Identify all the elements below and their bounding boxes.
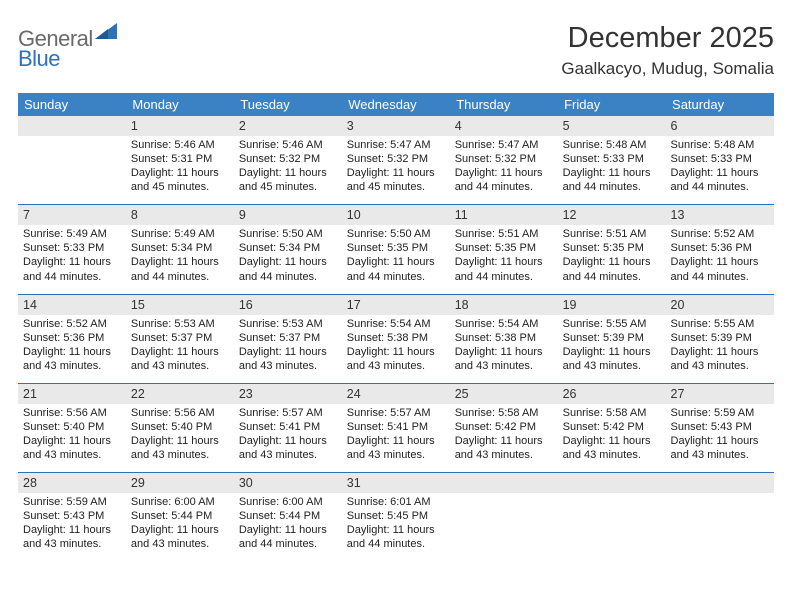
weekday-header: Monday xyxy=(126,93,234,116)
day-info-cell: Sunrise: 5:50 AMSunset: 5:35 PMDaylight:… xyxy=(342,225,450,294)
calendar-table: Sunday Monday Tuesday Wednesday Thursday… xyxy=(18,93,774,562)
weekday-header: Saturday xyxy=(666,93,774,116)
day-info-cell xyxy=(558,493,666,561)
day-number-cell: 10 xyxy=(342,205,450,225)
day-number-cell xyxy=(558,473,666,493)
day-number-cell: 21 xyxy=(18,384,126,404)
location: Gaalkacyo, Mudug, Somalia xyxy=(561,59,774,79)
header: General December 2025 Gaalkacyo, Mudug, … xyxy=(18,22,774,79)
day-info-cell: Sunrise: 5:59 AMSunset: 5:43 PMDaylight:… xyxy=(18,493,126,561)
day-number-cell: 30 xyxy=(234,473,342,493)
title-block: December 2025 Gaalkacyo, Mudug, Somalia xyxy=(561,22,774,79)
day-number-row: 78910111213 xyxy=(18,205,774,225)
day-info-row: Sunrise: 5:59 AMSunset: 5:43 PMDaylight:… xyxy=(18,493,774,561)
day-number-cell xyxy=(18,116,126,136)
day-number-cell: 19 xyxy=(558,295,666,315)
day-number-cell: 9 xyxy=(234,205,342,225)
day-info-cell: Sunrise: 5:47 AMSunset: 5:32 PMDaylight:… xyxy=(450,136,558,205)
day-number-cell: 14 xyxy=(18,295,126,315)
day-info-cell: Sunrise: 5:49 AMSunset: 5:33 PMDaylight:… xyxy=(18,225,126,294)
month-title: December 2025 xyxy=(561,22,774,55)
day-info-cell: Sunrise: 5:52 AMSunset: 5:36 PMDaylight:… xyxy=(18,315,126,384)
day-info-cell: Sunrise: 5:49 AMSunset: 5:34 PMDaylight:… xyxy=(126,225,234,294)
day-number-cell xyxy=(450,473,558,493)
day-number-cell: 4 xyxy=(450,116,558,136)
weekday-header: Thursday xyxy=(450,93,558,116)
day-info-cell: Sunrise: 5:52 AMSunset: 5:36 PMDaylight:… xyxy=(666,225,774,294)
day-number-cell: 2 xyxy=(234,116,342,136)
day-info-cell: Sunrise: 6:01 AMSunset: 5:45 PMDaylight:… xyxy=(342,493,450,561)
day-number-cell: 31 xyxy=(342,473,450,493)
day-number-cell: 1 xyxy=(126,116,234,136)
day-number-cell: 12 xyxy=(558,205,666,225)
day-number-cell: 20 xyxy=(666,295,774,315)
day-info-cell: Sunrise: 5:54 AMSunset: 5:38 PMDaylight:… xyxy=(342,315,450,384)
day-info-row: Sunrise: 5:52 AMSunset: 5:36 PMDaylight:… xyxy=(18,315,774,384)
day-number-cell: 18 xyxy=(450,295,558,315)
day-info-cell: Sunrise: 5:57 AMSunset: 5:41 PMDaylight:… xyxy=(234,404,342,473)
day-info-cell xyxy=(666,493,774,561)
day-info-cell: Sunrise: 5:57 AMSunset: 5:41 PMDaylight:… xyxy=(342,404,450,473)
day-info-cell: Sunrise: 5:58 AMSunset: 5:42 PMDaylight:… xyxy=(450,404,558,473)
logo-triangle-icon xyxy=(95,23,117,44)
day-number-cell: 16 xyxy=(234,295,342,315)
day-info-row: Sunrise: 5:56 AMSunset: 5:40 PMDaylight:… xyxy=(18,404,774,473)
day-number-cell: 23 xyxy=(234,384,342,404)
day-info-cell: Sunrise: 5:51 AMSunset: 5:35 PMDaylight:… xyxy=(558,225,666,294)
day-info-cell: Sunrise: 5:48 AMSunset: 5:33 PMDaylight:… xyxy=(558,136,666,205)
day-number-cell: 26 xyxy=(558,384,666,404)
day-info-cell: Sunrise: 5:55 AMSunset: 5:39 PMDaylight:… xyxy=(666,315,774,384)
day-number-cell xyxy=(666,473,774,493)
weekday-header: Sunday xyxy=(18,93,126,116)
day-info-cell: Sunrise: 5:46 AMSunset: 5:32 PMDaylight:… xyxy=(234,136,342,205)
day-info-cell: Sunrise: 5:48 AMSunset: 5:33 PMDaylight:… xyxy=(666,136,774,205)
day-number-cell: 28 xyxy=(18,473,126,493)
day-number-cell: 24 xyxy=(342,384,450,404)
day-info-cell: Sunrise: 5:50 AMSunset: 5:34 PMDaylight:… xyxy=(234,225,342,294)
day-number-cell: 25 xyxy=(450,384,558,404)
day-number-cell: 7 xyxy=(18,205,126,225)
day-info-cell: Sunrise: 5:55 AMSunset: 5:39 PMDaylight:… xyxy=(558,315,666,384)
day-number-cell: 5 xyxy=(558,116,666,136)
day-number-cell: 15 xyxy=(126,295,234,315)
day-info-cell: Sunrise: 5:51 AMSunset: 5:35 PMDaylight:… xyxy=(450,225,558,294)
day-info-cell: Sunrise: 6:00 AMSunset: 5:44 PMDaylight:… xyxy=(234,493,342,561)
day-info-cell: Sunrise: 5:59 AMSunset: 5:43 PMDaylight:… xyxy=(666,404,774,473)
day-info-cell: Sunrise: 5:53 AMSunset: 5:37 PMDaylight:… xyxy=(234,315,342,384)
day-number-cell: 27 xyxy=(666,384,774,404)
logo-word2: Blue xyxy=(18,46,60,71)
day-number-cell: 29 xyxy=(126,473,234,493)
day-number-row: 21222324252627 xyxy=(18,384,774,404)
weekday-header: Friday xyxy=(558,93,666,116)
day-info-cell: Sunrise: 5:47 AMSunset: 5:32 PMDaylight:… xyxy=(342,136,450,205)
calendar-page: General December 2025 Gaalkacyo, Mudug, … xyxy=(0,0,792,562)
day-number-cell: 13 xyxy=(666,205,774,225)
day-number-cell: 11 xyxy=(450,205,558,225)
day-info-cell: Sunrise: 5:58 AMSunset: 5:42 PMDaylight:… xyxy=(558,404,666,473)
logo-word2-wrap: Blue xyxy=(18,46,60,72)
day-info-cell xyxy=(18,136,126,205)
day-info-cell: Sunrise: 6:00 AMSunset: 5:44 PMDaylight:… xyxy=(126,493,234,561)
day-info-cell: Sunrise: 5:56 AMSunset: 5:40 PMDaylight:… xyxy=(126,404,234,473)
day-number-cell: 22 xyxy=(126,384,234,404)
day-info-cell: Sunrise: 5:46 AMSunset: 5:31 PMDaylight:… xyxy=(126,136,234,205)
day-info-cell: Sunrise: 5:54 AMSunset: 5:38 PMDaylight:… xyxy=(450,315,558,384)
day-info-cell: Sunrise: 5:53 AMSunset: 5:37 PMDaylight:… xyxy=(126,315,234,384)
day-number-cell: 17 xyxy=(342,295,450,315)
day-info-cell xyxy=(450,493,558,561)
calendar-body: 123456Sunrise: 5:46 AMSunset: 5:31 PMDay… xyxy=(18,116,774,562)
day-number-row: 123456 xyxy=(18,116,774,136)
day-number-row: 28293031 xyxy=(18,473,774,493)
day-number-cell: 8 xyxy=(126,205,234,225)
day-info-row: Sunrise: 5:49 AMSunset: 5:33 PMDaylight:… xyxy=(18,225,774,294)
day-number-row: 14151617181920 xyxy=(18,295,774,315)
weekday-header-row: Sunday Monday Tuesday Wednesday Thursday… xyxy=(18,93,774,116)
day-number-cell: 3 xyxy=(342,116,450,136)
day-info-row: Sunrise: 5:46 AMSunset: 5:31 PMDaylight:… xyxy=(18,136,774,205)
weekday-header: Tuesday xyxy=(234,93,342,116)
day-info-cell: Sunrise: 5:56 AMSunset: 5:40 PMDaylight:… xyxy=(18,404,126,473)
weekday-header: Wednesday xyxy=(342,93,450,116)
day-number-cell: 6 xyxy=(666,116,774,136)
